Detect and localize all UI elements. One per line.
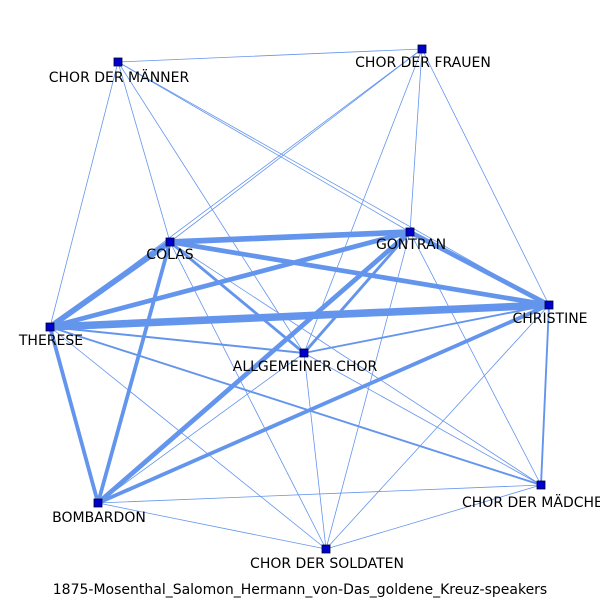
node-layer bbox=[45, 44, 554, 554]
edge-therese-allgemein bbox=[49, 326, 305, 354]
edge-therese-maedchen bbox=[49, 326, 542, 486]
node-label-therese: THERESE bbox=[18, 333, 83, 349]
edge-maenner-colas bbox=[117, 61, 171, 243]
edge-colas-soldaten bbox=[169, 241, 327, 550]
edge-bombardon-soldaten bbox=[97, 502, 327, 550]
node-label-christine: CHRISTINE bbox=[512, 311, 587, 327]
edge-christine-allgemein bbox=[303, 304, 550, 354]
edge-frauen-christine bbox=[421, 48, 550, 306]
edge-therese-bombardon bbox=[48, 325, 100, 505]
edge-frauen-gontran bbox=[409, 48, 423, 233]
edge-colas-maedchen bbox=[169, 241, 542, 486]
node-label-gontran: GONTRAN bbox=[376, 237, 446, 253]
edge-allgemein-bombardon bbox=[97, 352, 305, 504]
node-bombardon[interactable] bbox=[93, 498, 103, 508]
edge-frauen-colas bbox=[169, 48, 423, 243]
node-label-maedchen: CHOR DER MÄDCHEN bbox=[462, 493, 600, 511]
node-gontran[interactable] bbox=[405, 227, 415, 237]
edge-allgemein-maedchen bbox=[303, 352, 542, 486]
edge-gontran-therese bbox=[47, 229, 413, 330]
edge-maenner-allgemein bbox=[117, 61, 305, 354]
node-allgemein[interactable] bbox=[299, 348, 309, 358]
label-layer: CHOR DER MÄNNER CHOR DER FRAUEN COLAS GONTR… bbox=[18, 55, 600, 572]
edge-gontran-allgemein bbox=[302, 230, 412, 355]
node-colas[interactable] bbox=[165, 237, 175, 247]
edge-christine-therese bbox=[46, 301, 553, 331]
edge-frauen-allgemein bbox=[303, 48, 423, 354]
edge-colas-therese bbox=[47, 239, 173, 330]
node-label-allgemein: ALLGEMEINER CHOR bbox=[233, 359, 378, 375]
node-maenner[interactable] bbox=[113, 57, 123, 67]
edge-colas-gontran bbox=[167, 229, 413, 245]
node-label-bombardon: BOMBARDON bbox=[52, 510, 146, 526]
edge-therese-soldaten bbox=[49, 326, 327, 550]
edge-maenner-gontran bbox=[117, 61, 411, 233]
edge-maenner-therese bbox=[49, 61, 119, 328]
edge-christine-maedchen bbox=[540, 304, 550, 486]
edge-gontran-christine bbox=[407, 229, 552, 308]
node-label-frauen: CHOR DER FRAUEN bbox=[355, 55, 491, 71]
edge-christine-bombardon bbox=[96, 303, 551, 505]
node-maedchen[interactable] bbox=[536, 480, 546, 490]
edge-gontran-bombardon bbox=[95, 229, 413, 506]
edge-allgemein-soldaten bbox=[303, 352, 327, 550]
edge-layer bbox=[46, 48, 553, 550]
node-christine[interactable] bbox=[544, 300, 554, 310]
node-label-soldaten: CHOR DER SOLDATEN bbox=[250, 556, 404, 572]
edge-maenner-frauen bbox=[117, 48, 423, 63]
edge-gontran-soldaten bbox=[325, 231, 411, 550]
edge-colas-bombardon bbox=[96, 240, 172, 505]
edge-soldaten-maedchen bbox=[325, 484, 542, 550]
node-label-colas: COLAS bbox=[146, 247, 193, 263]
edge-gontran-maedchen bbox=[409, 231, 542, 486]
edge-colas-allgemein bbox=[168, 240, 306, 355]
node-frauen[interactable] bbox=[417, 44, 427, 54]
node-label-maenner: CHOR DER MÄNNER bbox=[49, 68, 190, 86]
edge-maenner-christine bbox=[117, 61, 550, 306]
node-soldaten[interactable] bbox=[321, 544, 331, 554]
graph-caption: 1875-Mosenthal_Salomon_Hermann_von-Das_g… bbox=[52, 582, 548, 598]
edge-bombardon-maedchen bbox=[97, 484, 542, 504]
node-therese[interactable] bbox=[45, 322, 55, 332]
